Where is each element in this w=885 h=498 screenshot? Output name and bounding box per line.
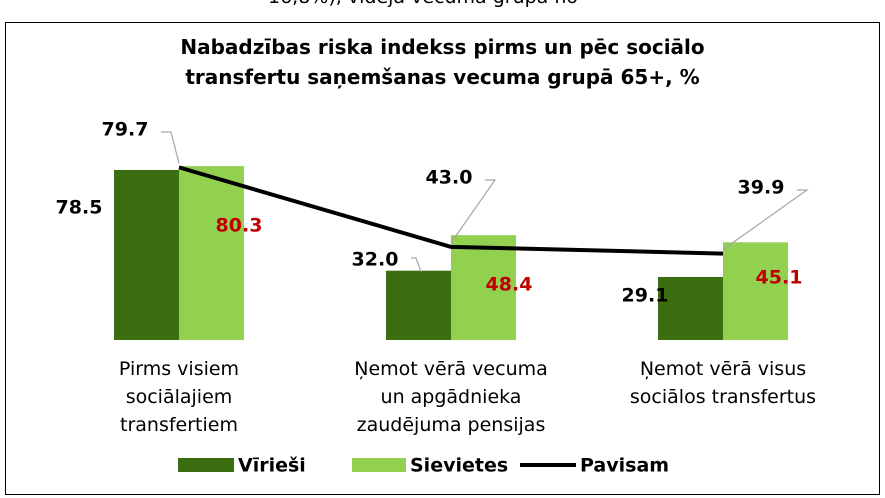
- legend-label: Pavisam: [580, 455, 669, 477]
- data-label: 79.7: [102, 119, 149, 141]
- leader-line: [161, 131, 180, 164]
- chart-title: Nabadzības riska indekss pirms un pēc so…: [180, 35, 705, 89]
- x-tick-label: Ņemot vērā visus sociālos transfertus: [629, 358, 817, 408]
- legend-swatch: [178, 458, 234, 472]
- bar: [723, 242, 788, 340]
- legend-swatch: [352, 458, 406, 472]
- x-tick-label: Ņemot vērā vecuma un apgādnieka zaudējum…: [354, 358, 548, 436]
- bar: [451, 235, 516, 340]
- x-tick-label: Pirms visiem sociālajiem transfertiem: [118, 358, 240, 436]
- leader-line: [450, 179, 497, 244]
- data-label: 29.1: [622, 285, 669, 307]
- leader-line: [722, 189, 809, 251]
- data-label: 39.9: [738, 177, 785, 199]
- data-label: 32.0: [352, 249, 399, 271]
- legend-label: Sievietes: [410, 455, 508, 477]
- bar: [114, 169, 179, 340]
- leader-line: [411, 257, 422, 272]
- bar: [179, 166, 244, 340]
- caption: 16,8%), vidējā vecuma grupā no: [268, 0, 578, 8]
- data-label: 48.4: [486, 274, 533, 296]
- bar: [658, 276, 723, 340]
- line: [178, 165, 724, 256]
- bar: [386, 270, 451, 340]
- data-label: 80.3: [216, 215, 263, 237]
- data-label: 78.5: [56, 197, 103, 219]
- data-label: 45.1: [756, 267, 803, 289]
- data-label: 43.0: [426, 167, 473, 189]
- legend-label: Vīrieši: [238, 455, 306, 477]
